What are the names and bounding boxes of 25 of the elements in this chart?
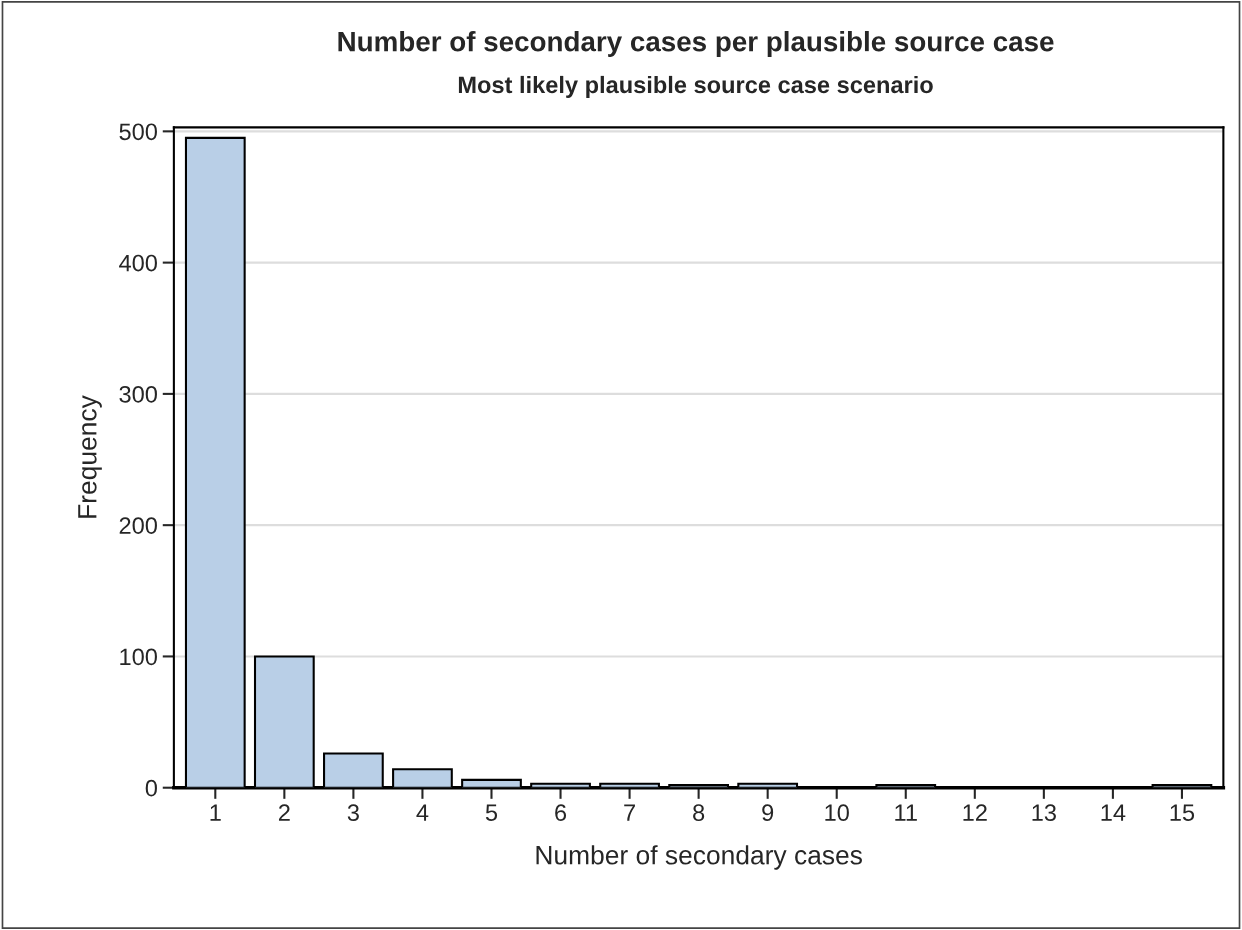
chart-subtitle: Most likely plausible source case scenario <box>458 75 933 98</box>
x-tick-label: 15 <box>1170 804 1195 822</box>
x-axis-title: Number of secondary cases <box>536 845 862 870</box>
y-tick-label: 400 <box>119 254 157 272</box>
y-tick-label: 0 <box>145 779 157 797</box>
x-tick-label: 14 <box>1101 804 1126 821</box>
chart-title: Number of secondary cases per plausible source case <box>338 31 1054 57</box>
x-tick-label: 7 <box>624 804 635 821</box>
x-tick-label: 10 <box>825 804 849 822</box>
x-tick-label: 11 <box>895 804 917 821</box>
y-tick-label: 200 <box>119 517 157 534</box>
y-axis-title: Frequency <box>78 395 102 518</box>
x-tick-label: 2 <box>278 804 290 821</box>
x-tick-label: 1 <box>210 804 221 821</box>
x-tick-label: 9 <box>762 804 774 822</box>
x-tick-label: 4 <box>416 804 429 821</box>
x-tick-label: 6 <box>555 804 567 822</box>
y-tick-label: 100 <box>120 648 157 666</box>
x-tick-label: 13 <box>1032 804 1056 822</box>
x-tick-label: 5 <box>485 804 498 822</box>
y-tick-label: 300 <box>119 385 157 403</box>
x-tick-label: 12 <box>963 804 987 821</box>
x-tick-label: 3 <box>347 804 359 822</box>
y-tick-label: 500 <box>119 123 157 141</box>
x-tick-label: 8 <box>693 804 705 822</box>
